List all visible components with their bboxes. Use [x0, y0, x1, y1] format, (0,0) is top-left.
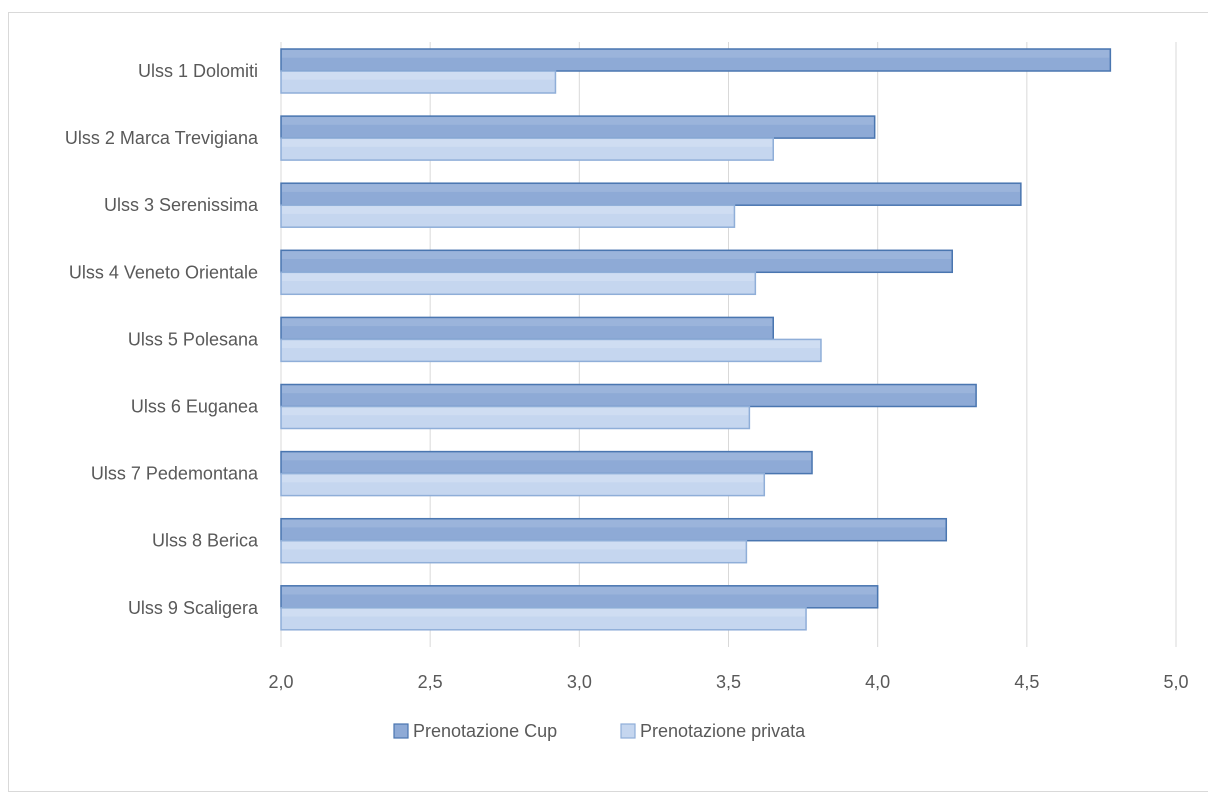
bar-highlight [282, 251, 952, 259]
bar-privata-2 [280, 137, 774, 161]
legend-swatch [393, 723, 409, 739]
bar-highlight [282, 206, 734, 214]
x-axis-ticks: 2,0 2,5 3,0 3,5 4,0 4,5 5,0 [268, 672, 1188, 692]
bar-highlight [282, 541, 746, 550]
x-tick-label: 5,0 [1163, 672, 1188, 692]
bar-privata-5 [280, 338, 822, 363]
category-label: Ulss 7 Pedemontana [91, 464, 259, 484]
legend-label: Prenotazione privata [640, 721, 806, 741]
bar-rect [280, 70, 557, 94]
bar-privata-9 [280, 607, 807, 631]
category-label: Ulss 5 Polesana [128, 329, 259, 349]
category-label: Ulss 3 Serenissima [104, 195, 259, 215]
bar-cup-5 [280, 316, 774, 341]
bar-rect [280, 48, 1112, 72]
legend-label: Prenotazione Cup [413, 721, 557, 741]
x-tick-label: 4,0 [865, 672, 890, 692]
bar-privata-6 [280, 405, 751, 430]
bar-cup-7 [280, 450, 813, 475]
category-labels: Ulss 1 Dolomiti Ulss 2 Marca Trevigiana Ul… [65, 61, 259, 618]
bar-highlight [282, 340, 820, 349]
bar-privata-3 [280, 204, 736, 228]
x-tick-label: 4,5 [1014, 672, 1039, 692]
category-label: Ulss 2 Marca Trevigiana [65, 128, 259, 148]
category-label: Ulss 4 Veneto Orientale [69, 262, 258, 282]
bar-highlight [282, 273, 755, 281]
bars [280, 48, 1112, 631]
bar-cup-6 [280, 383, 977, 408]
legend: Prenotazione Cup Prenotazione privata [393, 721, 806, 741]
x-tick-label: 2,0 [268, 672, 293, 692]
x-tick-label: 3,0 [567, 672, 592, 692]
bar-cup-8 [280, 517, 948, 542]
bar-highlight [282, 72, 555, 80]
bar-cup-1 [280, 48, 1112, 72]
bar-cup-2 [280, 115, 876, 139]
bar-rect [280, 204, 736, 228]
legend-item-2: Prenotazione privata [620, 721, 806, 741]
bar-rect [280, 472, 766, 497]
bar-highlight [282, 139, 773, 147]
bar-highlight [282, 117, 874, 125]
category-label: Ulss 1 Dolomiti [138, 61, 258, 81]
bar-cup-9 [280, 585, 879, 609]
bar-highlight [282, 608, 806, 617]
bar-rect [280, 338, 822, 363]
bar-privata-1 [280, 70, 557, 94]
bar-rect [280, 539, 748, 564]
x-tick-label: 3,5 [716, 672, 741, 692]
bar-highlight [282, 407, 749, 416]
bar-rect [280, 271, 757, 296]
bar-privata-4 [280, 271, 757, 296]
bar-privata-7 [280, 472, 766, 497]
bar-cup-3 [280, 182, 1022, 206]
category-label: Ulss 8 Berica [152, 531, 259, 551]
bar-privata-8 [280, 539, 748, 564]
bar-highlight [282, 474, 764, 483]
bar-rect [280, 607, 807, 631]
bar-highlight [282, 385, 976, 394]
bar-highlight [282, 184, 1020, 192]
bar-rect [280, 137, 774, 161]
bar-highlight [282, 318, 773, 327]
bar-highlight [282, 586, 877, 595]
bar-cup-4 [280, 249, 953, 274]
bar-highlight [282, 452, 812, 461]
category-label: Ulss 9 Scaligera [128, 598, 259, 618]
bar-highlight [282, 50, 1110, 58]
legend-item-1: Prenotazione Cup [393, 721, 557, 741]
category-label: Ulss 6 Euganea [131, 397, 259, 417]
x-tick-label: 2,5 [418, 672, 443, 692]
legend-swatch [620, 723, 636, 739]
bar-highlight [282, 519, 946, 528]
bar-chart: Ulss 1 Dolomiti Ulss 2 Marca Trevigiana Ul… [65, 42, 1189, 741]
bar-rect [280, 405, 751, 430]
